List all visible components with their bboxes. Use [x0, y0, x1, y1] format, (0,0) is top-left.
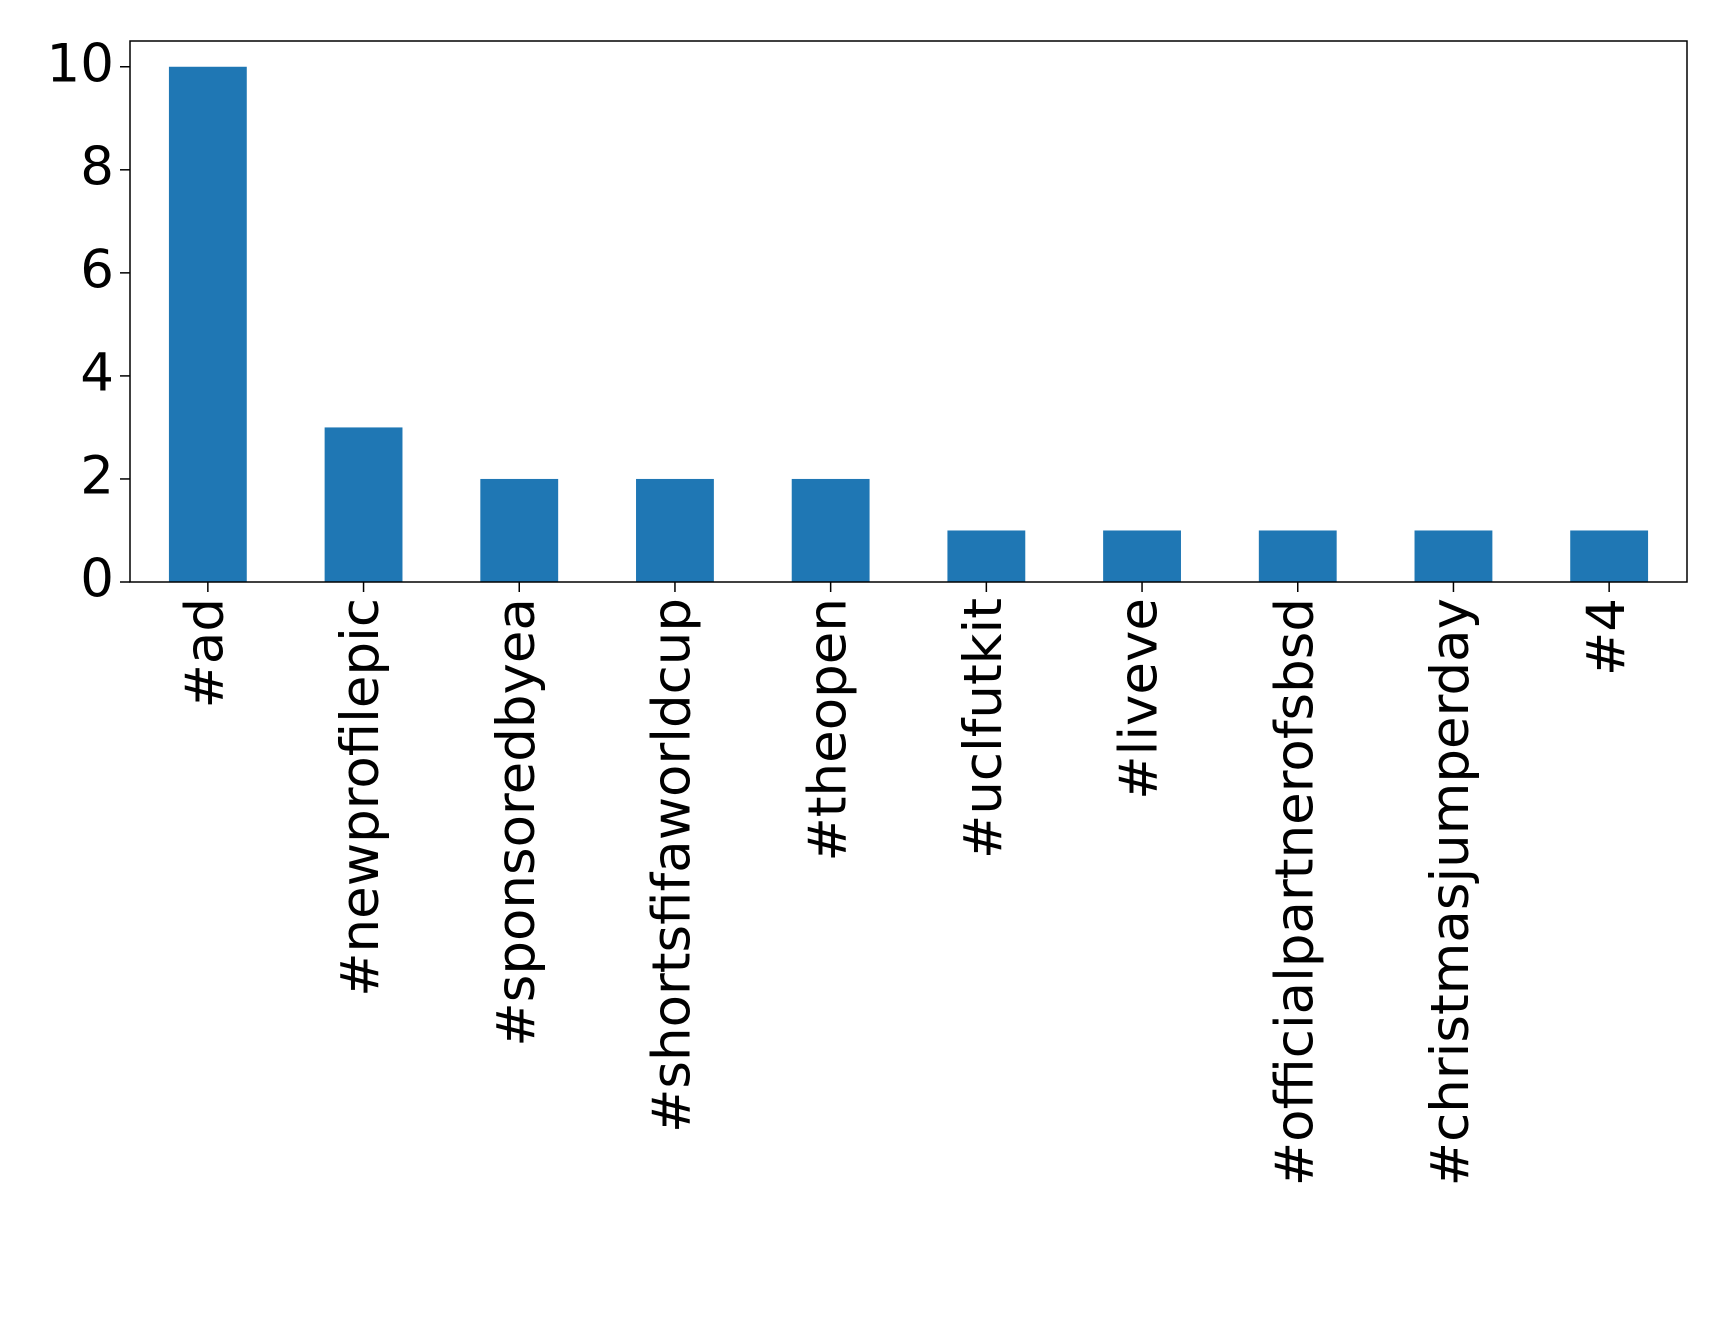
x-tick-label: #theopen	[797, 598, 858, 862]
x-tick-label: #christmasjumperday	[1420, 598, 1481, 1186]
y-tick-label: 6	[80, 239, 114, 300]
x-tick-label: #sponsoredbyea	[486, 598, 547, 1047]
x-tick-label: #liveve	[1109, 598, 1170, 800]
y-tick-label: 2	[80, 446, 114, 507]
bar	[1103, 530, 1181, 582]
bar	[636, 478, 714, 582]
y-tick-label: 0	[80, 549, 114, 610]
bar	[791, 478, 870, 582]
x-tick-label: #4	[1576, 598, 1637, 676]
y-tick-label: 4	[80, 343, 114, 404]
x-tick-label: #uclfutkit	[953, 598, 1014, 859]
bar	[168, 66, 247, 582]
x-tick-label: #ad	[174, 598, 235, 709]
axes-frame	[129, 40, 1688, 583]
bar	[324, 427, 403, 582]
bar	[480, 478, 559, 582]
bar	[1258, 530, 1337, 582]
bar	[947, 530, 1026, 582]
y-tick-label: 10	[47, 33, 114, 94]
y-tick-label: 8	[80, 136, 114, 197]
x-tick-label: #shortsfifaworldcup	[642, 598, 703, 1133]
x-tick-label: #newprofilepic	[330, 598, 391, 997]
bar	[1414, 530, 1493, 582]
bar	[1570, 530, 1649, 582]
x-tick-label: #officialpartnerofsbsd	[1264, 598, 1325, 1186]
